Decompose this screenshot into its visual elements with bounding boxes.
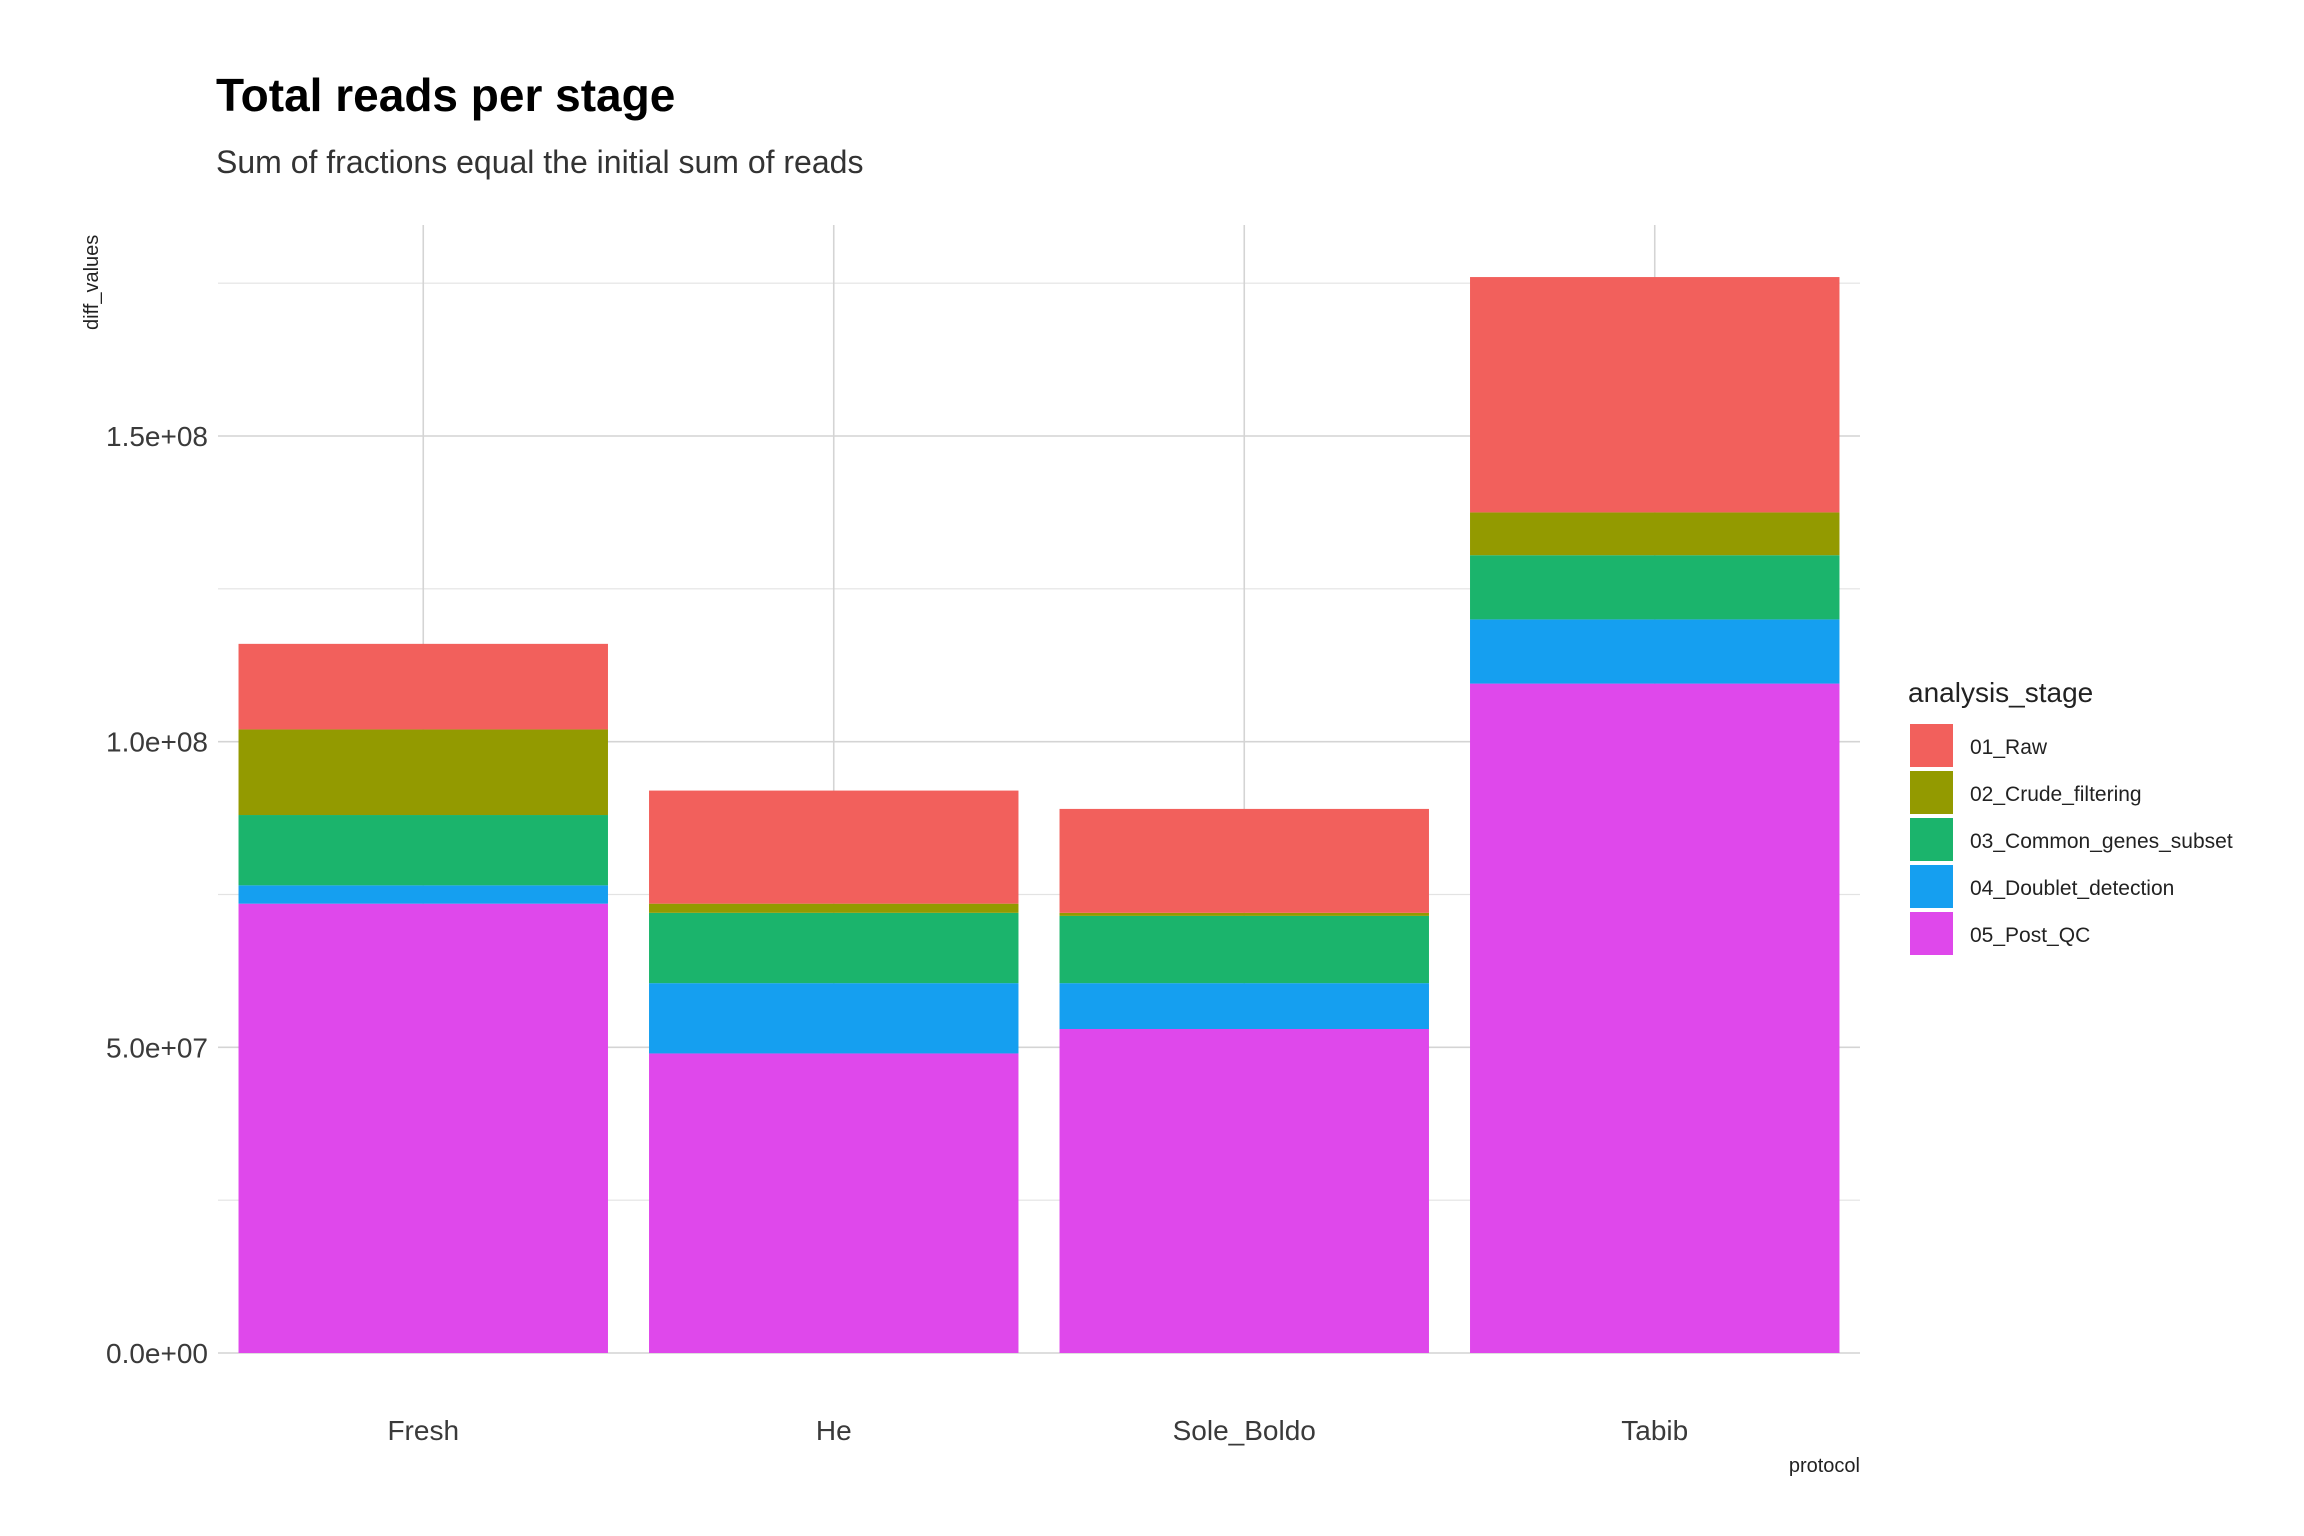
bar-segment-fresh-02_crude_filtering: [238, 729, 608, 816]
bar-segment-he-02_crude_filtering: [649, 903, 1019, 913]
bar-segment-sole_boldo-05_post_qc: [1059, 1028, 1429, 1353]
chart-subtitle: Sum of fractions equal the initial sum o…: [216, 144, 864, 180]
x-tick-label: Tabib: [1621, 1415, 1688, 1446]
legend-label: 02_Crude_filtering: [1970, 783, 2142, 806]
bar-segment-sole_boldo-02_crude_filtering: [1059, 912, 1429, 916]
bar-segment-tabib-05_post_qc: [1470, 683, 1840, 1353]
chart-title: Total reads per stage: [216, 69, 676, 121]
y-tick-label: 5.0e+07: [106, 1032, 208, 1063]
bar-segment-he-01_raw: [649, 790, 1019, 904]
bar-segment-tabib-03_common_genes_subset: [1470, 555, 1840, 620]
legend-label: 04_Doublet_detection: [1970, 877, 2174, 900]
y-tick-label: 0.0e+00: [106, 1338, 208, 1369]
legend: analysis_stage 01_Raw02_Crude_filtering0…: [1908, 677, 2233, 955]
x-axis-title: protocol: [1789, 1455, 1860, 1477]
legend-label: 03_Common_genes_subset: [1970, 830, 2233, 853]
bar-segment-tabib-02_crude_filtering: [1470, 512, 1840, 556]
legend-swatch: [1910, 865, 1953, 908]
legend-swatch: [1910, 818, 1953, 861]
x-tick-label: He: [816, 1415, 852, 1446]
legend-label: 05_Post_QC: [1970, 924, 2090, 947]
bar-segment-fresh-05_post_qc: [238, 903, 608, 1353]
bar-segment-tabib-04_doublet_detection: [1470, 619, 1840, 684]
y-tick-label: 1.0e+08: [106, 727, 208, 758]
y-axis-title: diff_values: [81, 235, 103, 330]
legend-title: analysis_stage: [1908, 677, 2093, 708]
bar-segment-sole_boldo-04_doublet_detection: [1059, 983, 1429, 1029]
legend-swatch: [1910, 912, 1953, 955]
bar-segment-tabib-01_raw: [1470, 277, 1840, 513]
bar-segment-fresh-04_doublet_detection: [238, 885, 608, 904]
legend-swatch: [1910, 771, 1953, 814]
bar-segment-fresh-03_common_genes_subset: [238, 815, 608, 886]
bars: [238, 277, 1840, 1353]
legend-label: 01_Raw: [1970, 736, 2048, 759]
legend-items: 01_Raw 02_Crude_filtering 03_Common_genes_…: [1910, 724, 2233, 955]
bar-segment-he-05_post_qc: [649, 1053, 1019, 1353]
bar-segment-sole_boldo-03_common_genes_subset: [1059, 915, 1429, 984]
x-tick-label: Fresh: [387, 1415, 459, 1446]
legend-swatch: [1910, 724, 1953, 767]
x-axis-ticks: Fresh He Sole_Boldo Tabib: [387, 1415, 1688, 1446]
x-tick-label: Sole_Boldo: [1173, 1415, 1316, 1446]
y-tick-label: 1.5e+08: [106, 421, 208, 452]
bar-segment-sole_boldo-01_raw: [1059, 808, 1429, 913]
y-axis-ticks: 0.0e+00 5.0e+07 1.0e+08 1.5e+08: [106, 421, 208, 1369]
bar-segment-he-03_common_genes_subset: [649, 912, 1019, 984]
bar-segment-he-04_doublet_detection: [649, 983, 1019, 1054]
bar-segment-fresh-01_raw: [238, 643, 608, 730]
